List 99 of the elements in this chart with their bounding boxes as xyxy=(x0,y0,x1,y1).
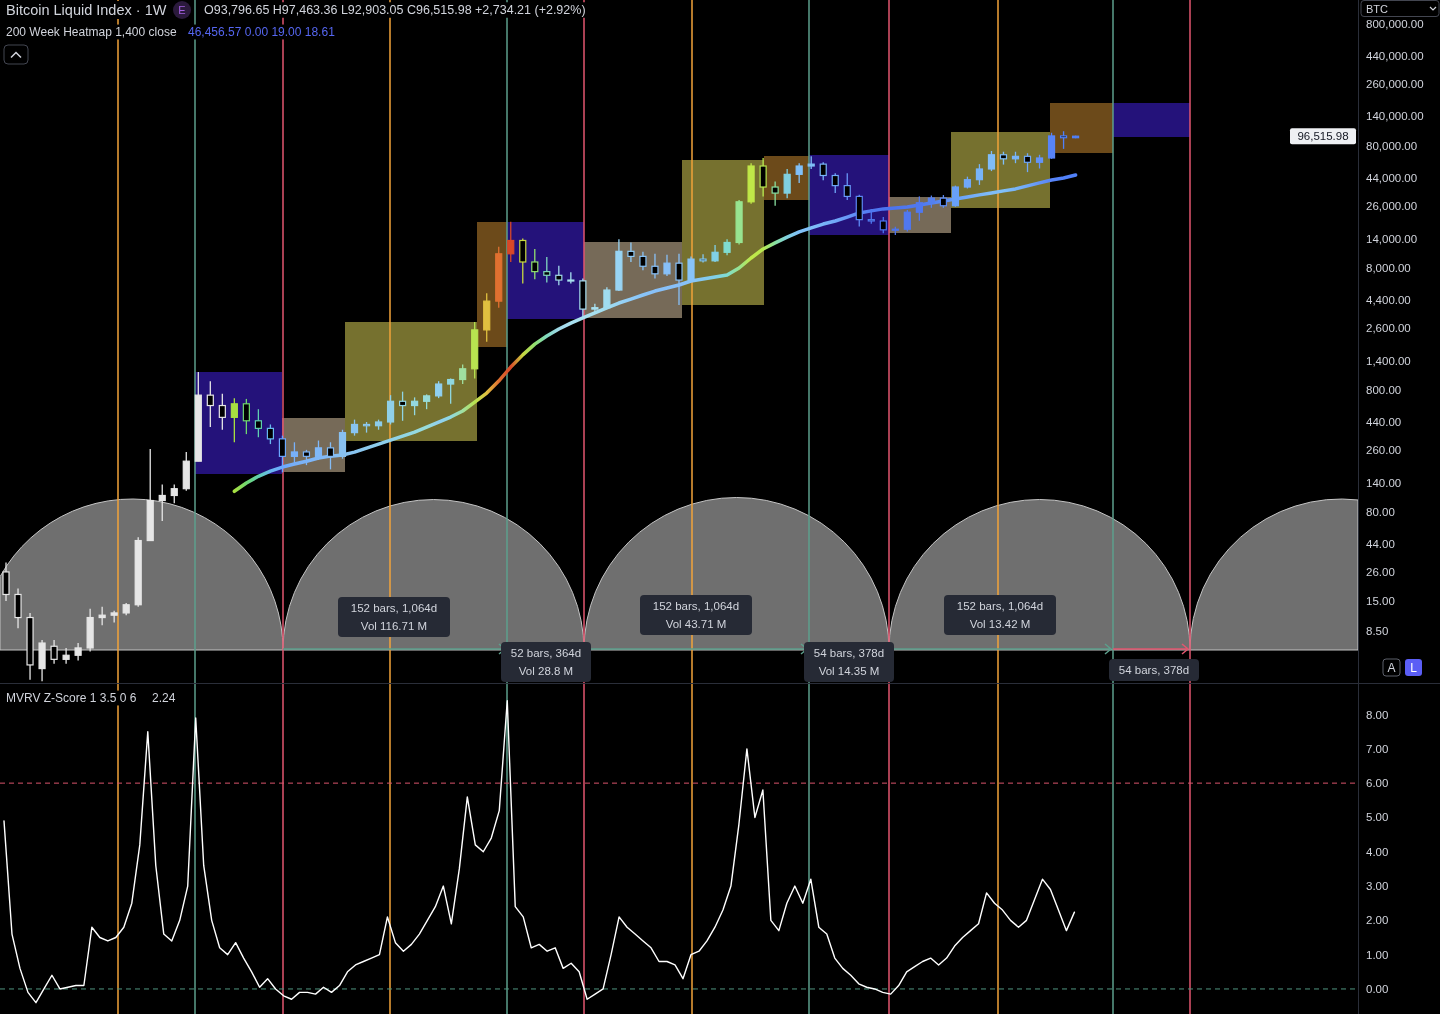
y-tick-label: 3.00 xyxy=(1366,880,1389,893)
candlestick xyxy=(975,163,984,186)
candlestick xyxy=(855,194,863,228)
candlestick xyxy=(62,647,70,665)
candlestick xyxy=(591,303,599,315)
y-tick-label: 8.00 xyxy=(1366,708,1389,721)
candlestick xyxy=(50,639,58,665)
annotation: 152 bars, 1,064d Vol 116.71 M xyxy=(350,602,438,632)
y-tick-label: 8,000.00 xyxy=(1366,262,1411,275)
candlestick xyxy=(290,441,299,465)
y-tick-label: 80.00 xyxy=(1366,506,1395,519)
candlestick xyxy=(254,408,262,438)
candlestick xyxy=(795,162,803,184)
candlestick xyxy=(531,248,539,280)
candlestick xyxy=(242,398,250,435)
chart-subtitle: O93,796.65 H97,463.36 L92,903.05 C96,515.98 +2,734.21 (+2.92%) xyxy=(204,3,586,17)
y-tick-label: 4,400.00 xyxy=(1366,293,1411,306)
y-tick-label: 0.00 xyxy=(1366,982,1389,995)
candlestick xyxy=(170,483,178,504)
candlestick xyxy=(507,221,515,263)
candlestick xyxy=(903,209,911,233)
y-tick-label: 5.00 xyxy=(1366,811,1389,824)
candlestick xyxy=(278,435,287,474)
candlestick xyxy=(206,380,214,428)
candlestick xyxy=(447,377,455,405)
candlestick xyxy=(338,429,347,460)
text: L xyxy=(1410,660,1418,675)
y-tick-label: 2,600.00 xyxy=(1366,321,1411,334)
candlestick xyxy=(1047,132,1056,160)
y-tick-label: 260,000.00 xyxy=(1366,77,1424,90)
candlestick xyxy=(843,172,851,201)
candlestick xyxy=(2,561,10,602)
y-tick-label: 8.50 xyxy=(1366,625,1389,638)
candlestick xyxy=(771,180,779,207)
y-tick-label: 1,400.00 xyxy=(1366,354,1411,367)
y-tick-label: 14,000.00 xyxy=(1366,232,1418,245)
y-tick-label: 260.00 xyxy=(1366,443,1402,456)
candlestick xyxy=(687,255,695,283)
candlestick xyxy=(1023,152,1032,173)
y-tick-label: 26,000.00 xyxy=(1366,199,1418,212)
candlestick xyxy=(14,587,22,629)
candlestick xyxy=(519,237,527,285)
text: 200 Week Heatmap 1,400 close xyxy=(6,25,177,39)
y-tick-label: 440.00 xyxy=(1366,415,1402,428)
candlestick xyxy=(819,161,827,181)
y-tick-label: 80,000.00 xyxy=(1366,140,1418,153)
annotation: 152 bars, 1,064d Vol 43.71 M xyxy=(652,600,740,630)
candlestick xyxy=(759,157,767,198)
y-tick-label: 800.00 xyxy=(1366,384,1402,397)
y-tick-label: 440,000.00 xyxy=(1366,49,1424,62)
y-tick-label: 44,000.00 xyxy=(1366,171,1418,184)
y-axis-title: BTC xyxy=(1366,3,1389,15)
candlestick xyxy=(158,483,166,522)
y-tick-label: 2.00 xyxy=(1366,914,1389,927)
annotation: 54 bars, 378d xyxy=(1118,664,1190,676)
annotation: 54 bars, 378d Vol 14.35 M xyxy=(813,647,885,677)
y-tick-label: 7.00 xyxy=(1366,742,1389,755)
candlestick xyxy=(98,606,106,626)
candlestick xyxy=(314,439,323,461)
chart-title: Bitcoin Liquid Index · 1W xyxy=(6,2,167,18)
y-tick-label: 44.00 xyxy=(1366,538,1395,551)
annotation: 96,515.98 xyxy=(1297,130,1349,143)
candlestick xyxy=(699,253,707,264)
candlestick xyxy=(459,363,467,385)
candlestick xyxy=(915,195,923,222)
candlestick xyxy=(831,172,839,194)
annotation: 52 bars, 364d Vol 28.8 M xyxy=(510,647,582,677)
y-tick-label: 26.00 xyxy=(1366,565,1395,578)
text: MVRV Z-Score 1 3.5 0 6 xyxy=(6,691,137,705)
candlestick xyxy=(651,253,659,280)
candlestick xyxy=(218,393,226,431)
line-series xyxy=(3,700,1076,1004)
candlestick xyxy=(783,168,791,199)
y-tick-label: 140.00 xyxy=(1366,476,1402,489)
y-tick-label: 4.00 xyxy=(1366,845,1389,858)
y-tick-label: 15.00 xyxy=(1366,595,1395,608)
candlestick xyxy=(675,253,683,306)
y-tick-label: 800,000.00 xyxy=(1366,18,1424,31)
candlestick xyxy=(555,264,563,286)
text: A xyxy=(1387,660,1396,675)
candlestick xyxy=(627,241,635,263)
annotation: 152 bars, 1,064d Vol 13.42 M xyxy=(956,600,1044,630)
annotation: 46,456.57 0.00 19.00 18.61 xyxy=(188,25,336,39)
candlestick xyxy=(266,423,274,445)
candlestick xyxy=(639,251,647,271)
candlestick xyxy=(603,286,611,310)
line-series xyxy=(232,173,1078,494)
candlestick xyxy=(230,397,238,443)
candlestick xyxy=(326,441,335,471)
y-tick-label: 140,000.00 xyxy=(1366,110,1424,123)
candlestick xyxy=(543,256,551,284)
candlestick xyxy=(398,390,407,422)
y-tick-label: 1.00 xyxy=(1366,948,1389,961)
annotation: E xyxy=(178,4,186,16)
candlestick xyxy=(663,254,671,277)
candlestick xyxy=(386,394,395,426)
y-tick-label: 6.00 xyxy=(1366,777,1389,790)
candlestick xyxy=(987,150,996,172)
annotation: 2.24 xyxy=(152,691,176,705)
